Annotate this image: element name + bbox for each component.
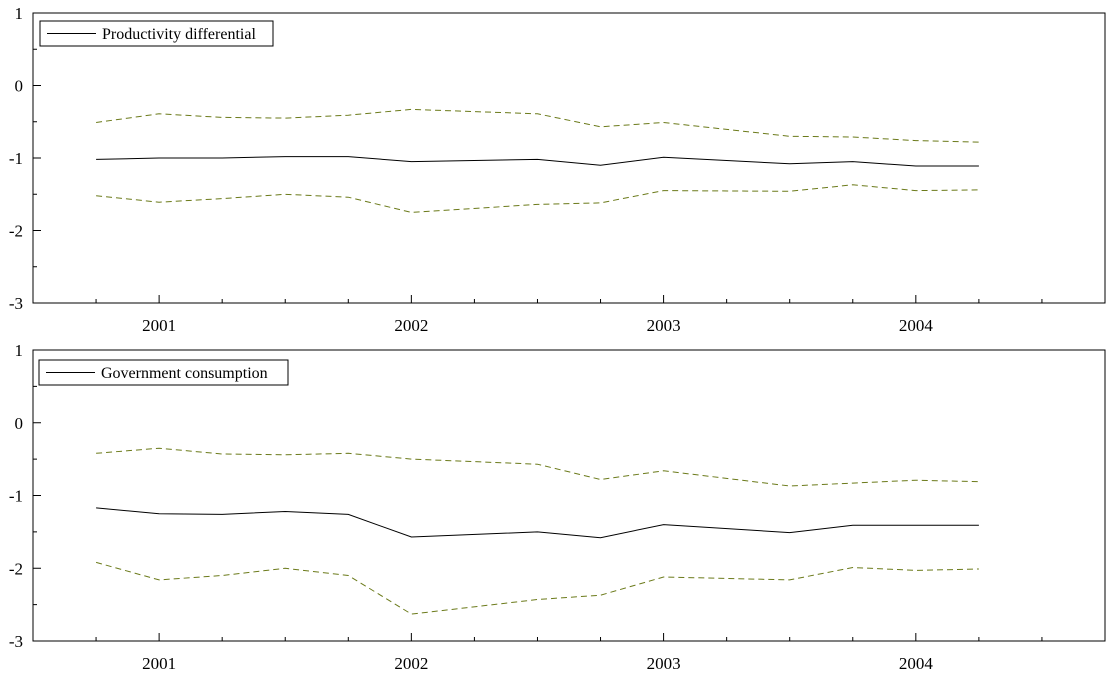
x-tick-label: 2003 [647, 654, 681, 673]
legend-label: Government consumption [101, 365, 268, 382]
y-tick-label: 0 [15, 77, 24, 96]
y-tick-label: 1 [15, 4, 24, 23]
x-tick-label: 2002 [394, 316, 428, 335]
y-tick-label: -3 [9, 294, 23, 313]
series-line-lower-band [96, 184, 979, 213]
y-tick-label: -3 [9, 632, 23, 651]
x-tick-label: 2004 [899, 316, 934, 335]
series-line-upper-band [96, 108, 979, 143]
x-tick-label: 2001 [142, 316, 176, 335]
series-line-estimate [96, 156, 979, 167]
panel-government-consumption: 1 0 -1 -2 -3 2001 2002 2003 2004 Government consu… [9, 341, 1106, 673]
x-tick-label: 2002 [394, 654, 428, 673]
y-tick-label: 0 [15, 414, 24, 433]
y-tick-label: -2 [9, 559, 23, 578]
series-line-lower-band [95, 561, 979, 615]
legend: Productivity differential [39, 20, 274, 47]
x-tick-label: 2001 [142, 654, 176, 673]
y-tick-label: -1 [9, 487, 23, 506]
legend: Government consumption [38, 359, 289, 386]
series-line-upper-band [96, 447, 979, 487]
y-tick-label: 1 [15, 341, 24, 360]
y-tick-label: -1 [9, 149, 23, 168]
series-line-estimate [96, 507, 979, 539]
x-tick-label: 2004 [899, 654, 934, 673]
plot-frame [32, 349, 1106, 642]
y-tick-label: -2 [9, 222, 23, 241]
legend-label: Productivity differential [102, 26, 256, 43]
panel-productivity-differential: 1 0 -1 -2 -3 2001 2002 2003 2004 Productivity dif… [9, 4, 1106, 335]
x-tick-label: 2003 [647, 316, 681, 335]
